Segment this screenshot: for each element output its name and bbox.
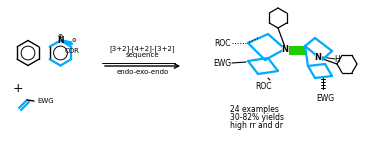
Text: 30-82% yields: 30-82% yields	[230, 113, 284, 122]
Text: N: N	[314, 53, 322, 62]
Text: ⊖: ⊖	[71, 38, 76, 42]
Text: [3+2]-[4+2]-[3+2]: [3+2]-[4+2]-[3+2]	[110, 45, 175, 52]
Polygon shape	[285, 46, 305, 54]
Text: +: +	[13, 81, 23, 94]
Text: 24 examples: 24 examples	[230, 106, 279, 114]
Text: EWG: EWG	[37, 98, 54, 104]
Text: high rr and dr: high rr and dr	[230, 121, 283, 131]
Text: ROC: ROC	[256, 82, 272, 91]
Text: COR: COR	[65, 47, 80, 53]
Text: sequence: sequence	[126, 52, 159, 58]
Text: ⊕: ⊕	[58, 34, 63, 39]
Text: ROC: ROC	[214, 39, 231, 47]
Text: H: H	[334, 54, 340, 64]
Text: EWG: EWG	[213, 59, 231, 67]
Text: EWG: EWG	[316, 94, 334, 103]
Text: endo-exo-endo: endo-exo-endo	[116, 69, 169, 75]
Text: N: N	[282, 46, 288, 54]
Text: N: N	[58, 36, 64, 45]
